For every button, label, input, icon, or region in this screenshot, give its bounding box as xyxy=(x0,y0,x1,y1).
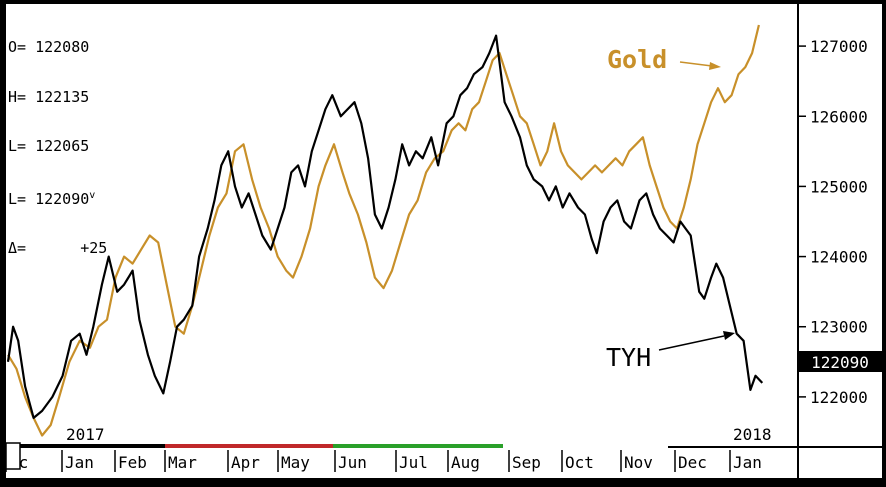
ohlc-last: L= 122090v xyxy=(8,189,96,208)
year-label: 2017 xyxy=(66,425,105,444)
y-axis-panel xyxy=(799,4,882,446)
series-line-tyh xyxy=(6,34,764,419)
month-label: Jan xyxy=(733,453,762,472)
quarter-bar xyxy=(503,444,668,448)
month-label: Dec xyxy=(678,453,707,472)
ohlc-high: H= 122135 xyxy=(8,87,90,106)
month-label: Jun xyxy=(338,453,367,472)
tyh-arrow-head-icon xyxy=(723,331,735,340)
month-label: Aug xyxy=(451,453,480,472)
x-axis-panel xyxy=(6,448,797,478)
month-label: Apr xyxy=(231,453,260,472)
y-tick-label: 122000 xyxy=(810,388,868,407)
scroll-handle[interactable] xyxy=(5,442,21,470)
quarter-bar xyxy=(333,444,503,448)
quarter-color-bars xyxy=(6,444,668,448)
series-line-gold xyxy=(7,24,760,437)
ohlc-change: Δ= +25 xyxy=(8,239,108,257)
gold-annotation-arrow xyxy=(679,61,713,67)
quarter-bar xyxy=(165,444,333,448)
tyh-annotation-label: TYH xyxy=(606,343,651,372)
y-tick-label: 124000 xyxy=(810,248,868,267)
axis-corner xyxy=(799,448,882,478)
gold-arrow-head-icon xyxy=(709,62,721,70)
month-label: Jan xyxy=(65,453,94,472)
y-tick-label: 126000 xyxy=(810,107,868,126)
last-price-value: 122090 xyxy=(811,353,869,372)
month-label: Feb xyxy=(118,453,147,472)
year-labels: 2017 2018 xyxy=(66,425,772,444)
gold-annotation-label: Gold xyxy=(607,45,667,74)
month-labels: ecJanFebMarAprMayJunJulAugSepOctNovDecJa… xyxy=(5,450,762,472)
ohlc-open: O= 122080 xyxy=(8,38,90,56)
ohlc-readout: O= 122080 H= 122135 L= 122065 L= 122090v… xyxy=(8,6,107,273)
month-label: Jul xyxy=(399,453,428,472)
y-tick-label: 125000 xyxy=(810,177,868,196)
y-tick-label: 127000 xyxy=(810,37,868,56)
tyh-annotation-arrow xyxy=(658,335,725,351)
plot-area xyxy=(6,4,797,446)
month-label: Oct xyxy=(565,453,594,472)
month-label: May xyxy=(281,453,310,472)
month-label: Nov xyxy=(624,453,653,472)
ohlc-low: L= 122065 xyxy=(8,137,90,155)
last-price-box xyxy=(798,351,884,372)
year-label: 2018 xyxy=(733,425,772,444)
quarter-bar xyxy=(6,444,165,448)
month-label: Sep xyxy=(512,453,541,472)
y-tick-label: 123000 xyxy=(810,318,868,337)
month-label: Mar xyxy=(168,453,197,472)
y-axis-ticks: 122000 123000 124000 125000 126000 127000 xyxy=(799,37,868,407)
